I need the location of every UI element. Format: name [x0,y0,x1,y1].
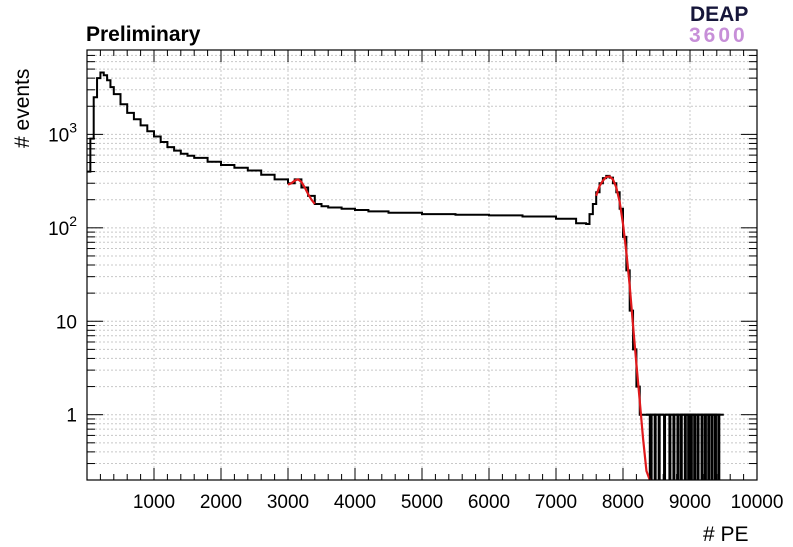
histogram-bin-spike [672,414,676,480]
histogram-bin-spike [689,414,693,480]
deap-logo-bottom: 3600 [689,24,748,47]
histogram-bin-spike [649,414,653,480]
y-tick-label: 1 [66,406,77,427]
deap-logo-top: DEAP [690,3,748,26]
histogram-bin-spike [713,414,717,480]
histogram-bin-spike [693,414,697,480]
histogram-bin-spike [668,414,672,480]
x-tick-label: 4000 [334,492,376,513]
fit-curve [287,178,316,205]
x-tick-label: 2000 [200,492,242,513]
x-tick-label: 10000 [731,492,784,513]
y-tick-label-exponent: 3 [69,119,77,135]
y-tick-label-base: 1 [66,406,77,427]
axis-ticks [87,49,758,481]
x-tick-label: 3000 [267,492,309,513]
y-tick-label: 102 [48,213,77,240]
histogram-bin-spike [710,414,714,480]
axis-labels: 1000 2000 3000 4000 5000 6000 7000 8000 9000 1000… [48,119,783,513]
preliminary-label: Preliminary [86,23,201,46]
x-axis-title: # PE [703,523,749,546]
x-tick-label: 9000 [669,492,711,513]
y-tick-label-base: 10 [56,312,77,333]
histogram-bin-spike [663,414,667,480]
y-axis-title: # events [11,69,34,148]
histogram-bin-spike [700,414,704,480]
histogram-bin-spike [707,414,711,480]
x-tick-label: 5000 [401,492,443,513]
histogram-bin-spike [696,414,700,480]
x-tick-label: 6000 [468,492,510,513]
x-tick-label: 8000 [602,492,644,513]
histogram-bin-spike [683,414,687,480]
y-tick-label-base: 10 [48,219,69,240]
histogram-bin-spike [687,414,691,480]
histogram-bin-spike [657,414,661,480]
y-tick-label: 103 [48,119,77,146]
y-tick-label-exponent: 2 [69,213,77,229]
histogram-bin-spike [717,414,721,480]
histogram-bin-spike [653,414,657,480]
histogram-bin-spike [676,414,680,480]
fit-curve [595,175,651,481]
x-tick-label: 7000 [535,492,577,513]
data-series [87,71,724,481]
histogram-bin-spike [703,414,707,480]
y-tick-label: 10 [56,312,77,333]
y-tick-label-base: 10 [48,125,69,146]
x-tick-label: 1000 [133,492,175,513]
histogram-bin-spike [679,414,683,480]
